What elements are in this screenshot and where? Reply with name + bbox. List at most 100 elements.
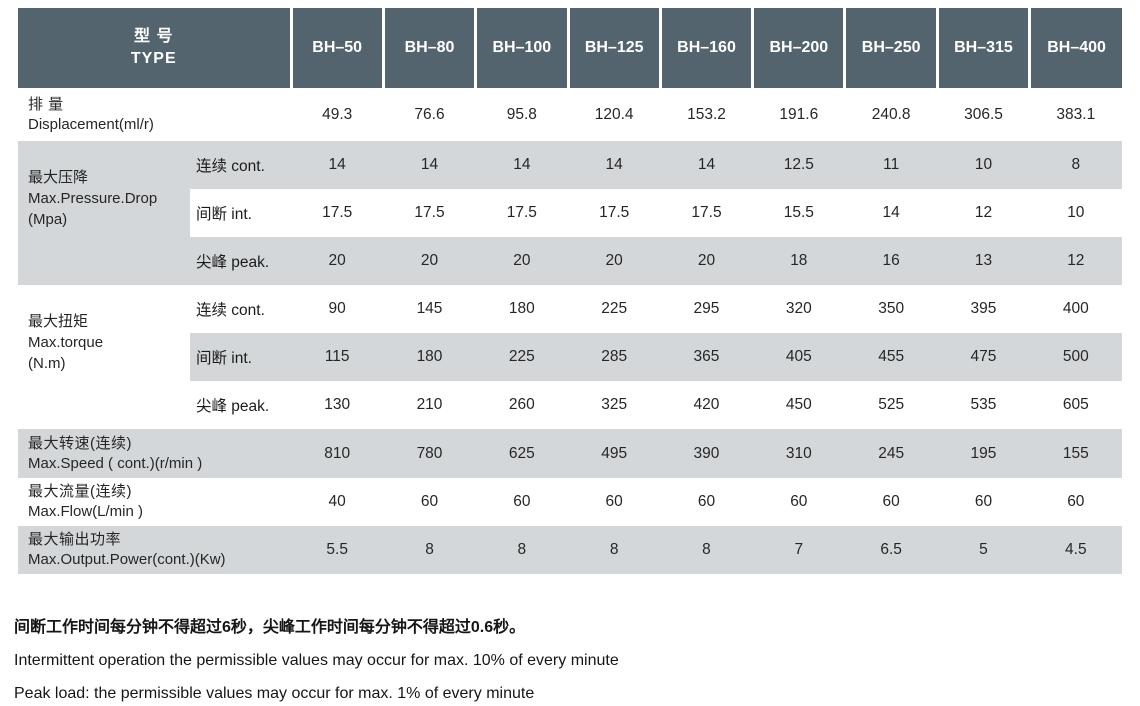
model-header-bh100: BH–100	[474, 8, 568, 88]
value-cell: 76.6	[414, 105, 445, 123]
value-cell: 40	[328, 493, 346, 510]
value-cell: 14	[383, 141, 476, 189]
value-cell: 285	[568, 333, 661, 381]
footnote-cn: 间断工作时间每分钟不得超过6秒，尖峰工作时间每分钟不得超过0.6秒。	[14, 619, 526, 636]
value-cell: 180	[383, 333, 476, 381]
spec-table: 型 号 TYPE BH–50 BH–80 BH–100 BH–125 BH–16…	[18, 8, 1122, 574]
value-cell: 525	[878, 396, 905, 413]
value-cell: 20	[383, 237, 476, 285]
value-cell: 810	[291, 429, 384, 478]
torque-int-sublabel: 间断 int.	[190, 333, 292, 381]
value-cell: 625	[475, 429, 568, 478]
model-header-bh250: BH–250	[843, 8, 938, 88]
value-cell: 7	[752, 526, 845, 574]
value-cell: 240.8	[871, 105, 911, 123]
power-label: 最大输出功率 Max.Output.Power(cont.)(Kw)	[18, 526, 292, 574]
pressure-peak-sublabel: 尖峰 peak.	[190, 237, 292, 285]
pressure-section-label: 最大压降 Max.Pressure.Drop (Mpa)	[18, 141, 190, 285]
value-cell: 11	[844, 141, 938, 189]
pressure-label-cn: 最大压降	[28, 169, 89, 186]
type-label-en: TYPE	[130, 50, 177, 67]
value-cell: 60	[882, 493, 900, 510]
value-cell: 295	[693, 300, 720, 317]
value-cell: 180	[508, 300, 535, 317]
value-cell: 17.5	[691, 204, 722, 221]
value-cell: 14	[475, 141, 568, 189]
flow-label-en: Max.Flow(L/min )	[28, 503, 144, 520]
value-cell: 8	[1029, 141, 1122, 189]
speed-label: 最大转速(连续) Max.Speed ( cont.)(r/min )	[18, 429, 292, 478]
value-cell: 49.3	[322, 105, 353, 123]
value-cell: 325	[601, 396, 628, 413]
value-cell: 17.5	[506, 204, 537, 221]
value-cell: 390	[660, 429, 753, 478]
power-row: 最大输出功率 Max.Output.Power(cont.)(Kw) 5.5 8…	[18, 526, 1122, 574]
model-header-bh125: BH–125	[566, 8, 661, 88]
pressure-label-en: Max.Pressure.Drop	[28, 190, 158, 207]
torque-cont-row: 最大扭矩 Max.torque (N.m) 连续 cont. 90 145 18…	[18, 285, 1122, 429]
value-cell: 17.5	[599, 204, 630, 221]
value-cell: 20	[475, 237, 568, 285]
footnote-intermittent: Intermittent operation the permissible v…	[14, 652, 619, 669]
value-cell: 10	[1067, 204, 1085, 221]
value-cell: 4.5	[1029, 526, 1122, 574]
value-cell: 17.5	[322, 204, 353, 221]
value-cell: 90	[328, 300, 346, 317]
value-cell: 155	[1029, 429, 1122, 478]
value-cell: 320	[785, 300, 812, 317]
torque-label-unit: (N.m)	[28, 355, 66, 372]
pressure-cont-sublabel: 连续 cont.	[190, 141, 292, 189]
torque-cont-sublabel: 连续 cont.	[196, 302, 265, 319]
torque-label-en: Max.torque	[28, 334, 104, 351]
value-cell: 60	[605, 493, 623, 510]
value-cell: 120.4	[594, 105, 634, 123]
speed-label-en: Max.Speed ( cont.)(r/min )	[28, 454, 203, 472]
value-cell: 535	[970, 396, 997, 413]
speed-label-cn: 最大转速(连续)	[28, 434, 132, 452]
value-cell: 115	[291, 333, 384, 381]
value-cell: 60	[1067, 493, 1085, 510]
value-cell: 10	[937, 141, 1030, 189]
value-cell: 20	[568, 237, 661, 285]
table-header-row: 型 号 TYPE BH–50 BH–80 BH–100 BH–125 BH–16…	[18, 8, 1122, 88]
torque-section-label: 最大扭矩 Max.torque (N.m)	[18, 285, 190, 429]
value-cell: 450	[785, 396, 812, 413]
value-cell: 60	[420, 493, 439, 510]
value-cell: 13	[937, 237, 1030, 285]
type-label-cn: 型 号	[134, 28, 174, 45]
value-cell: 395	[970, 300, 997, 317]
value-cell: 350	[878, 300, 905, 317]
pressure-int-sublabel: 间断 int.	[196, 206, 252, 223]
footnote-peak: Peak load: the permissible values may oc…	[14, 685, 535, 702]
value-cell: 5	[937, 526, 1030, 574]
value-cell: 310	[752, 429, 845, 478]
model-header-bh315: BH–315	[935, 8, 1030, 88]
flow-row: 最大流量(连续) Max.Flow(L/min ) 40 60 60 60 60…	[18, 478, 1122, 526]
value-cell: 245	[844, 429, 938, 478]
value-cell: 95.8	[506, 105, 537, 123]
value-cell: 5.5	[291, 526, 384, 574]
value-cell: 60	[974, 493, 993, 510]
value-cell: 145	[416, 300, 443, 317]
value-cell: 225	[475, 333, 568, 381]
value-cell: 195	[937, 429, 1030, 478]
displacement-label-en: Displacement(ml/r)	[28, 115, 154, 133]
model-header-bh400: BH–400	[1028, 8, 1122, 88]
displacement-row: 排 量 Displacement(ml/r) 49.3 76.6 95.8 12…	[18, 88, 1122, 141]
value-cell: 225	[601, 300, 628, 317]
model-header-bh200: BH–200	[751, 8, 845, 88]
value-cell: 60	[513, 493, 531, 510]
value-cell: 455	[844, 333, 938, 381]
displacement-label: 排 量 Displacement(ml/r)	[18, 88, 291, 141]
value-cell: 260	[508, 396, 535, 413]
model-header-bh80: BH–80	[381, 8, 476, 88]
value-cell: 780	[383, 429, 476, 478]
value-cell: 20	[291, 237, 384, 285]
pressure-peak-row: 尖峰 peak. 20 20 20 20 20 18 16 13 12	[18, 237, 1122, 285]
power-label-cn: 最大输出功率	[28, 531, 122, 548]
value-cell: 420	[693, 396, 720, 413]
value-cell: 400	[1062, 300, 1089, 317]
pressure-label-unit: (Mpa)	[28, 211, 68, 228]
value-cell: 130	[324, 396, 351, 413]
